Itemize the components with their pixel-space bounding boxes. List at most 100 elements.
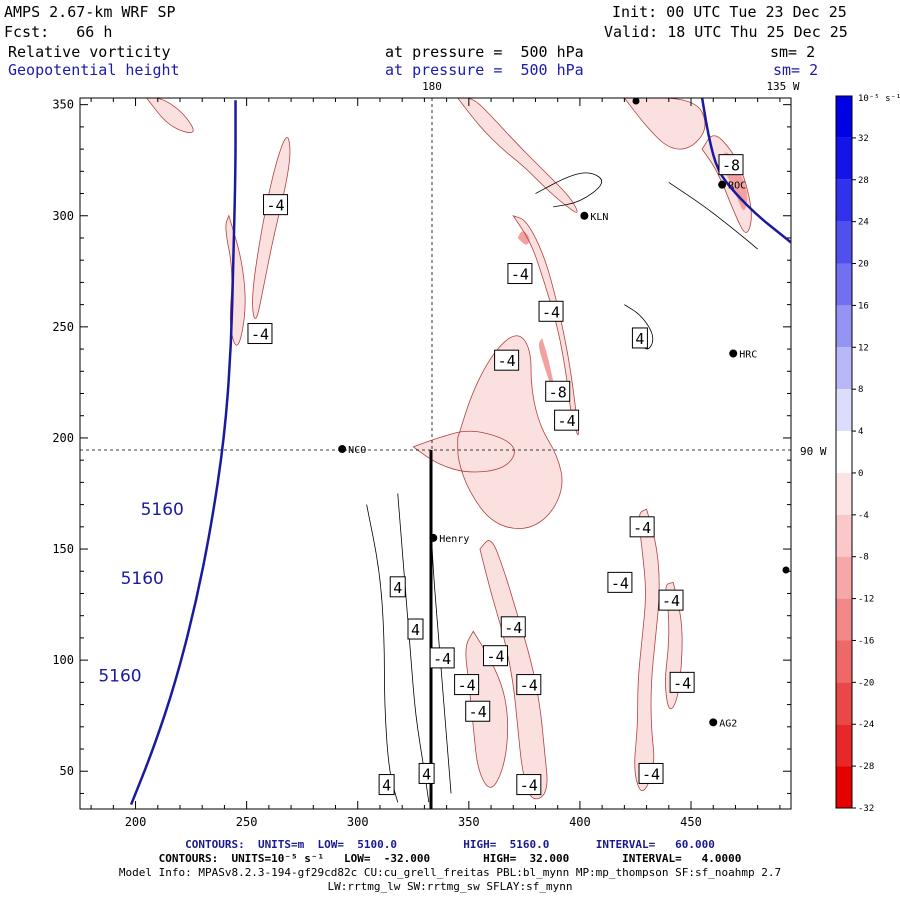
- station-marker-Henry: [429, 533, 438, 542]
- vort-label-box-10: [658, 589, 684, 611]
- colorbar-label-1: 28: [858, 176, 869, 186]
- vort-label-19: -4: [673, 674, 691, 692]
- colorbar-seg-7: [836, 389, 852, 432]
- vort-label-5: -8: [549, 383, 567, 401]
- vort-label-box-6: [554, 409, 580, 431]
- vort-label-11: 4: [393, 579, 402, 597]
- colorbar-seg-5: [836, 305, 852, 348]
- model-title: AMPS 2.67-km WRF SP: [4, 3, 176, 21]
- footer-vorticity-contours: CONTOURS: UNITS=10⁻⁵ s⁻¹ LOW= -32.000 HI…: [158, 852, 742, 865]
- station-marker-top: [632, 97, 640, 105]
- colorbar-seg-1: [836, 137, 852, 180]
- vort-label-2: -4: [511, 266, 529, 284]
- colorbar-label-12: -16: [858, 636, 874, 646]
- colorbar-label-11: -12: [858, 595, 874, 605]
- vort-label-21: 4: [382, 777, 391, 795]
- init-time: Init: 00 UTC Tue 23 Dec 25: [612, 3, 847, 21]
- neg-contour-10: [623, 98, 706, 150]
- height-contours: [129, 100, 237, 806]
- vort-label-box-18: [465, 700, 491, 722]
- neg-contour-0: [252, 137, 291, 319]
- vort-label-7: 4: [635, 330, 644, 348]
- colorbar-label-0: 32: [858, 134, 869, 144]
- vorticity-shading: [146, 98, 752, 799]
- pos-contour-0: [397, 493, 430, 803]
- pos-contour-5: [535, 172, 603, 208]
- colorbar-seg-14: [836, 682, 852, 725]
- neg-contour-5: [412, 430, 515, 473]
- neg-contour-4: [457, 335, 563, 529]
- vort-label-box-2: [507, 263, 533, 285]
- height-label-2: 5160: [98, 667, 141, 687]
- strong-shading-2: [517, 231, 530, 245]
- station-label-ROC: ROC: [728, 181, 746, 192]
- colorbar-seg-10: [836, 514, 852, 557]
- colorbar-seg-2: [836, 179, 852, 222]
- colorbar-label-16: -32: [858, 804, 874, 814]
- pos-contour-4: [668, 182, 758, 250]
- vort-label-box-9: [607, 571, 633, 593]
- y-tick-label-100: 100: [52, 653, 74, 667]
- colorbar-seg-8: [836, 431, 852, 473]
- shading-region-8: [634, 509, 660, 791]
- x-tick-label-400: 400: [569, 815, 591, 829]
- colorbar-label-6: 8: [858, 385, 863, 395]
- vort-label-box-3: [538, 300, 564, 322]
- height-label-0: 5160: [141, 500, 184, 520]
- colorbar-label-4: 16: [858, 301, 869, 311]
- axes: 200 250 300 350 400 450 50 100 150 200 250 300 350: [52, 98, 791, 829]
- shading-region-5: [413, 431, 515, 473]
- height-labels: 5160 5160 5160: [98, 500, 183, 687]
- vort-label-box-13: [500, 616, 526, 638]
- colorbar-label-8: 0: [858, 469, 863, 479]
- station-label-AG2: AG2: [719, 718, 737, 729]
- stations: NCO KLN HRC AG2 Henry ROC: [338, 97, 790, 729]
- coastline: [700, 98, 791, 244]
- footer-model-info: Model Info: MPASv8.2.3-194-gf29cd82c CU:…: [118, 866, 782, 879]
- vort-label-23: -4: [642, 765, 660, 783]
- neg-contour-1: [146, 98, 194, 133]
- vort-label-14: -4: [486, 648, 504, 666]
- colorbar-seg-6: [836, 347, 852, 390]
- vort-label-4: -4: [498, 352, 516, 370]
- forecast-hour: Fcst: 66 h: [4, 23, 113, 41]
- y-tick-label-350: 350: [52, 98, 74, 112]
- field1-level: at pressure = 500 hPa: [385, 43, 584, 61]
- height-contour-5160: [129, 100, 237, 806]
- valid-time: Valid: 18 UTC Thu 25 Dec 25: [604, 23, 848, 41]
- y-tick-label-150: 150: [52, 542, 74, 556]
- vort-label-box-14: [482, 645, 508, 667]
- colorbar-seg-0: [836, 96, 852, 138]
- vort-label-box-17: [516, 674, 542, 696]
- station-marker-NCO: [338, 445, 347, 454]
- colorbar-unit: 10⁻⁵ s⁻¹: [858, 94, 900, 104]
- colorbar-label-9: -4: [858, 511, 869, 521]
- neg-contour-2: [457, 98, 578, 213]
- colorbar-label-13: -20: [858, 678, 874, 688]
- station-label-Henry: Henry: [439, 534, 469, 545]
- station-marker-edge: [782, 566, 790, 574]
- field2-smoothing: sm= 2: [773, 61, 819, 79]
- y-tick-label-300: 300: [52, 209, 74, 223]
- shading-region-2: [457, 98, 578, 213]
- vort-label-17: -4: [520, 677, 538, 695]
- shading-region-1: [146, 98, 194, 133]
- vort-label-20: 4: [422, 765, 431, 783]
- vort-label-9: -4: [611, 574, 629, 592]
- field2-name: Geopotential height: [8, 61, 180, 79]
- lon-label-90w: 90 W: [800, 445, 827, 458]
- y-tick-label-50: 50: [60, 764, 74, 778]
- vort-label-box-20: [418, 762, 435, 784]
- vort-label-24: -8: [722, 157, 740, 175]
- colorbar-label-10: -8: [858, 553, 869, 563]
- colorbar-label-3: 20: [858, 260, 869, 270]
- x-tick-label-300: 300: [347, 815, 369, 829]
- vort-label-15: -4: [433, 650, 451, 668]
- shading-region-10: [624, 98, 705, 150]
- colorbar-label-5: 12: [858, 343, 869, 353]
- plot-frame: [79, 97, 792, 810]
- x-tick-label-450: 450: [680, 815, 702, 829]
- station-label-KLN: KLN: [590, 212, 608, 223]
- station-marker-KLN: [580, 211, 589, 220]
- field1-name: Relative vorticity: [8, 43, 171, 61]
